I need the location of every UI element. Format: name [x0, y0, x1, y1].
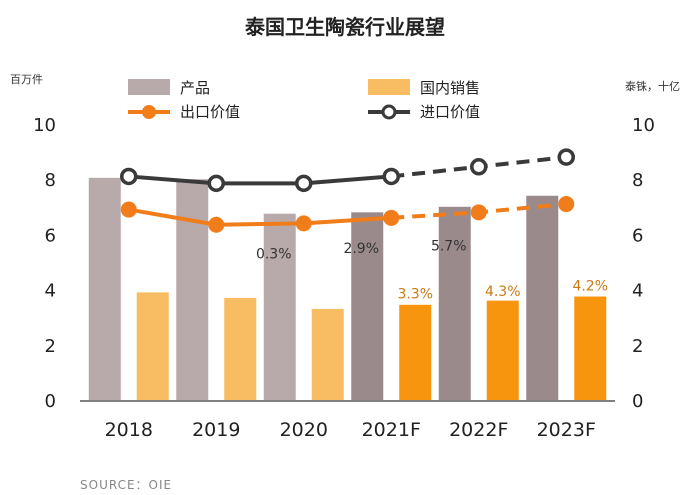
growth-annotation: 2.9% [343, 241, 379, 257]
right-axis-unit: 泰铢，十亿 [625, 79, 680, 93]
right-tick-label: 8 [632, 170, 643, 191]
lines [120, 148, 575, 233]
right-tick-label: 0 [632, 391, 643, 412]
growth-annotation: 5.7% [431, 238, 467, 254]
legend-marker-import [381, 104, 397, 120]
annotations: 0.3% 2.9% 5.7% 3.3% 4.3% 4.2% [256, 238, 608, 302]
left-tick-label: 4 [45, 281, 56, 302]
right-tick-label: 6 [632, 225, 643, 246]
import-point [295, 174, 313, 193]
export-line-actual [128, 207, 392, 227]
legend-swatch-domestic-sales [368, 79, 410, 95]
bar-production [526, 195, 559, 400]
bars [88, 177, 607, 400]
legend-label-export: 出口价值 [180, 103, 240, 121]
x-tick-label: 2021F [362, 419, 421, 441]
export-point [470, 204, 487, 221]
source-note: SOURCE：OIE [80, 478, 172, 492]
left-tick-label: 8 [45, 170, 56, 191]
left-tick-label: 2 [45, 336, 56, 357]
bar-production [263, 213, 296, 400]
bar-domestic-sales [574, 296, 607, 400]
import-point [382, 167, 400, 186]
import-line-actual [128, 174, 392, 186]
left-tick-label: 0 [45, 391, 56, 412]
x-tick-label: 2022F [449, 419, 508, 441]
bar-production [176, 179, 209, 400]
right-tick-label: 10 [632, 115, 655, 136]
left-tick-label: 6 [45, 225, 56, 246]
x-tick-label: 2023F [537, 419, 596, 441]
data-label: 4.3% [485, 284, 521, 300]
left-tick-label: 10 [33, 115, 56, 136]
growth-annotation: 0.3% [256, 247, 292, 263]
bar-production [351, 212, 384, 400]
export-point [383, 209, 400, 226]
export-point [558, 196, 575, 213]
right-tick-label: 2 [632, 336, 643, 357]
right-tick-label: 4 [632, 281, 643, 302]
legend-label-import: 进口价值 [420, 103, 480, 121]
x-tick-label: 2019 [192, 419, 240, 441]
left-axis-unit: 百万件 [10, 73, 43, 86]
bar-domestic-sales [486, 300, 519, 400]
export-point [120, 201, 137, 218]
import-point [207, 174, 225, 193]
bar-domestic-sales [399, 304, 432, 400]
bar-domestic-sales [311, 308, 344, 400]
x-tick-label: 2020 [280, 419, 328, 441]
bar-domestic-sales [136, 292, 169, 400]
export-point [295, 215, 312, 232]
legend-marker-export [142, 105, 156, 119]
chart-title: 泰国卫生陶瓷行业展望 [244, 15, 445, 39]
bar-production [438, 206, 471, 400]
data-label: 4.2% [572, 278, 608, 294]
legend-label-domestic-sales: 国内销售 [420, 79, 480, 97]
x-tick-label: 2018 [105, 419, 153, 441]
data-label: 3.3% [397, 287, 433, 303]
legend-label-production: 产品 [180, 79, 210, 97]
bar-domestic-sales [224, 297, 257, 400]
axes: 0 2 4 6 8 10 0 2 4 6 8 10 2018 2019 2020 2021F 2022F 2023… [33, 115, 655, 441]
bar-production [88, 177, 121, 400]
legend-swatch-production [128, 79, 170, 95]
import-point [557, 148, 575, 166]
import-point [120, 167, 138, 186]
import-point [470, 158, 488, 176]
export-point [208, 216, 225, 233]
